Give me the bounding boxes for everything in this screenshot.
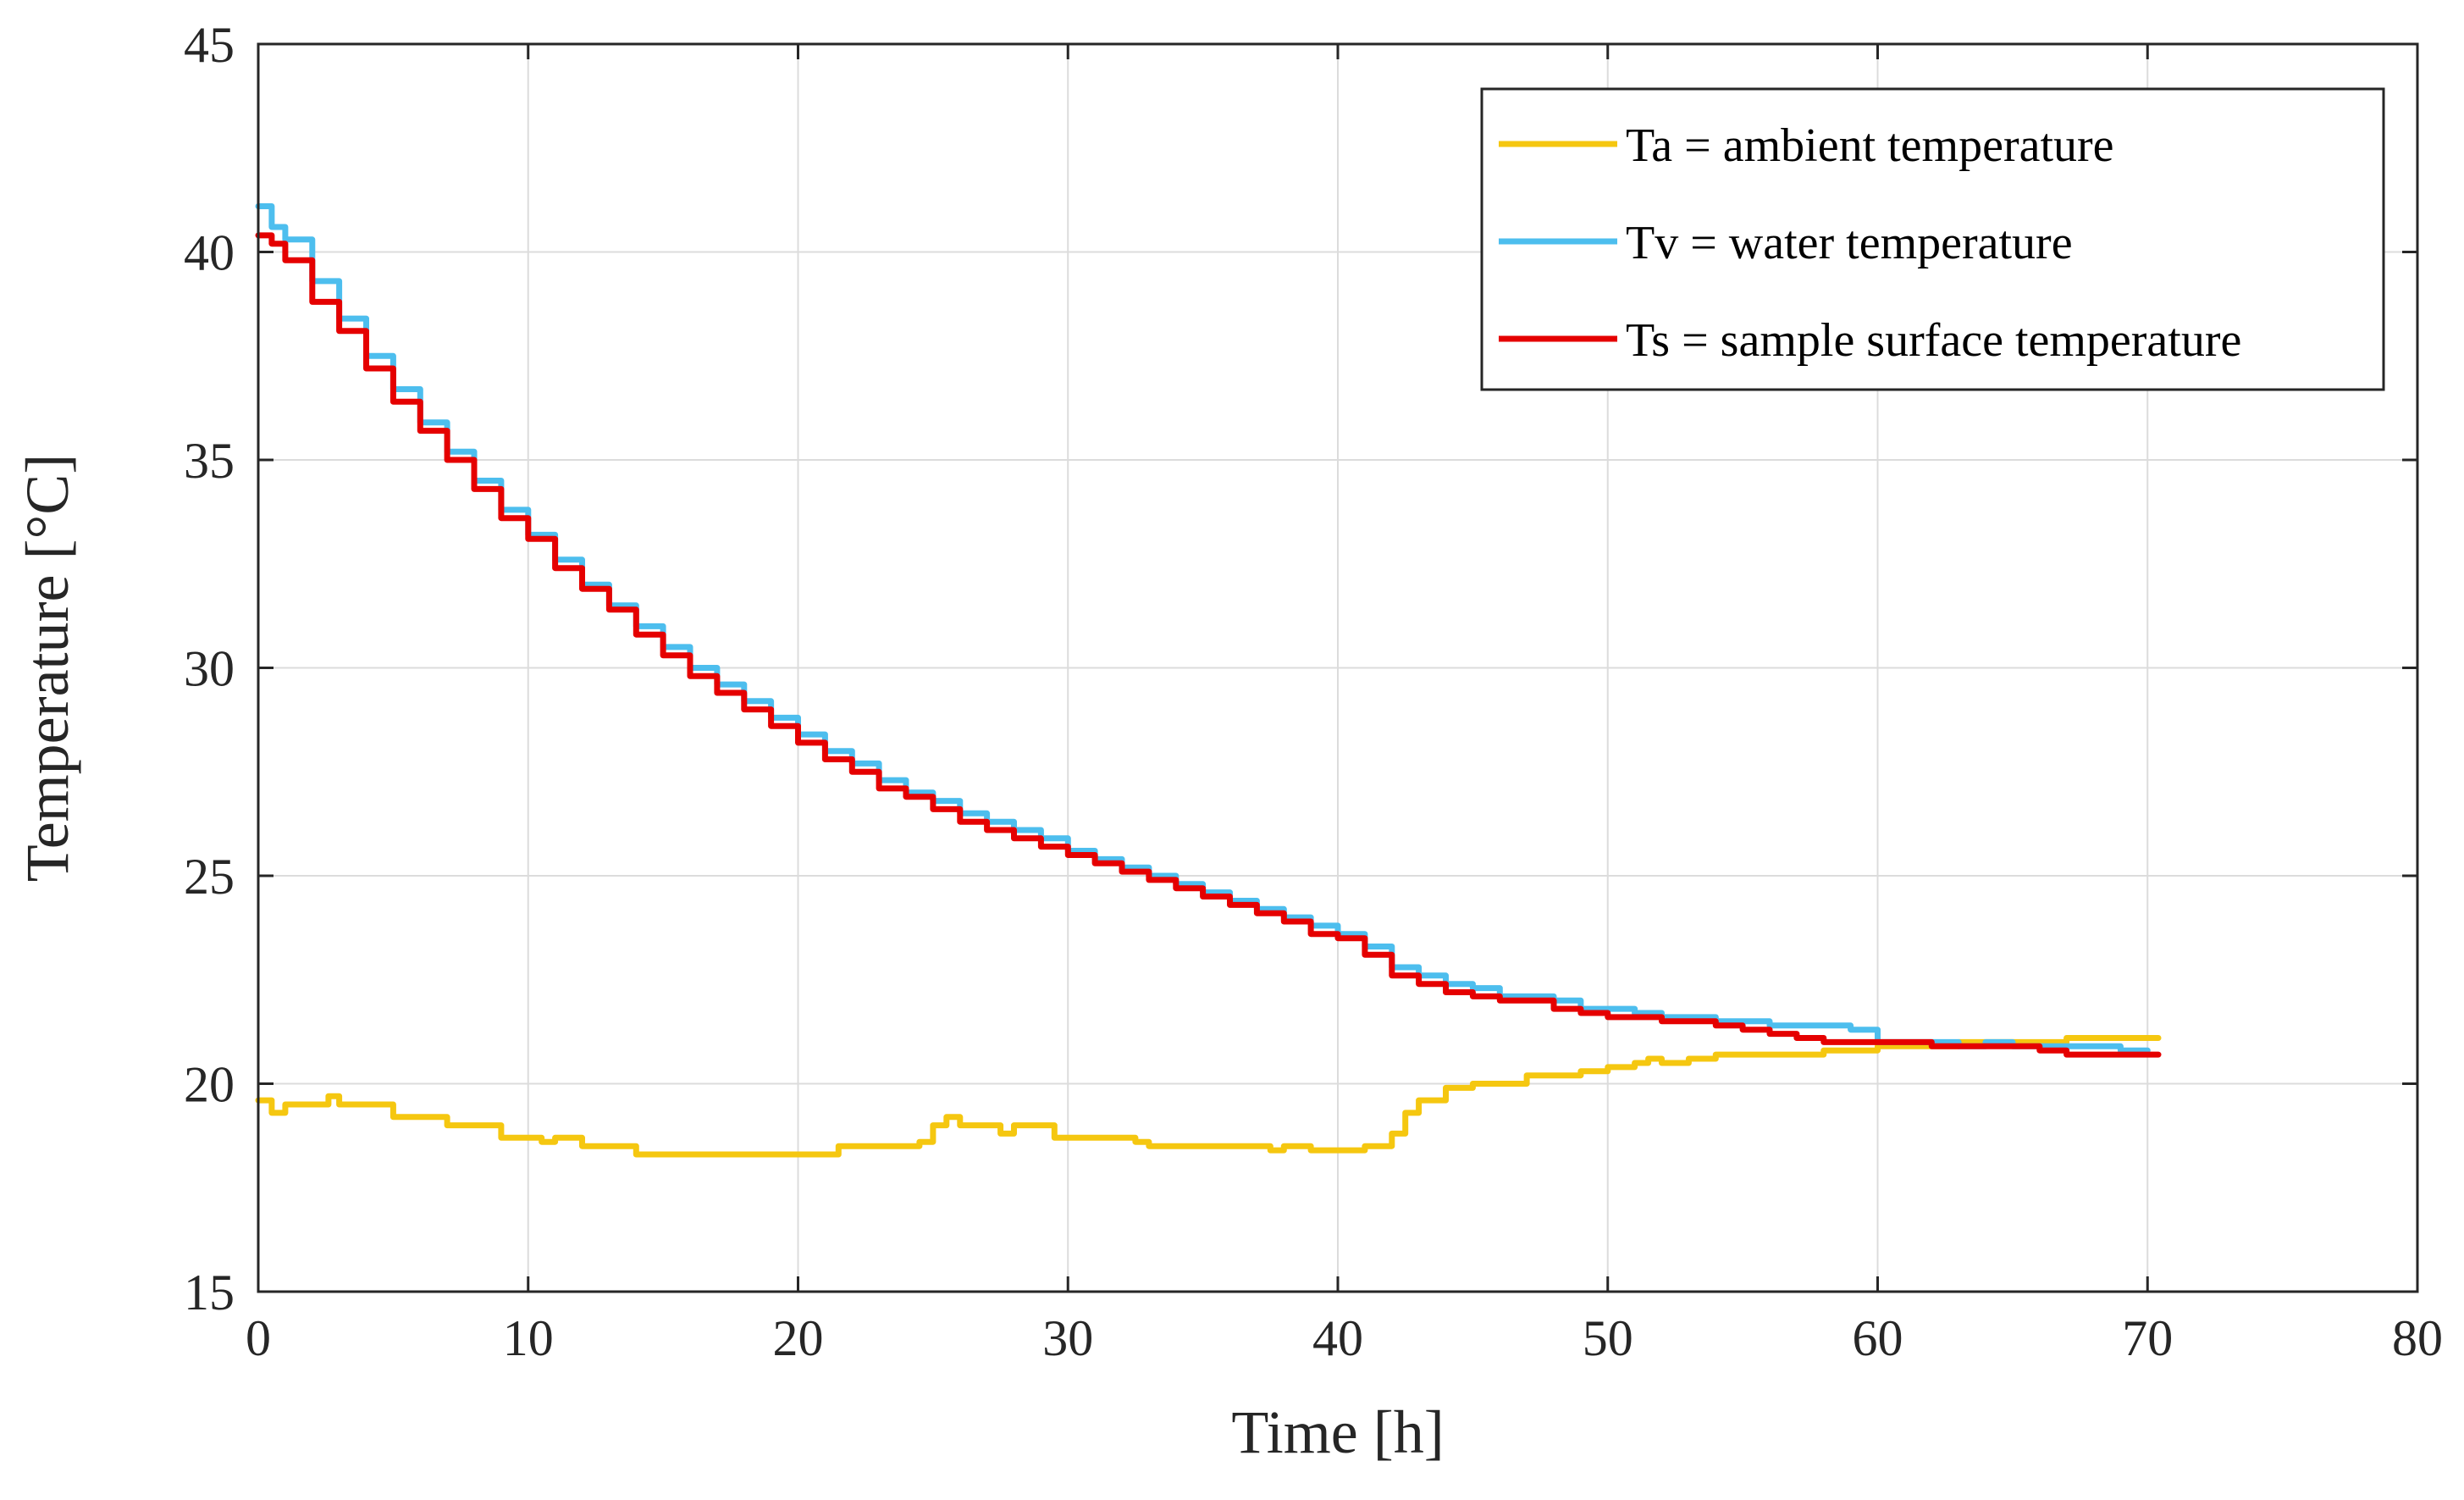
legend-box xyxy=(1480,87,2385,391)
legend-label: Ts = sample surface temperature xyxy=(1626,314,2241,367)
x-tick-label: 70 xyxy=(2122,1310,2173,1366)
legend-label: Ta = ambient temperature xyxy=(1626,119,2114,172)
x-tick-label: 40 xyxy=(1312,1310,1363,1366)
x-tick-label: 80 xyxy=(2392,1310,2443,1366)
series-line-2 xyxy=(255,232,2162,1058)
x-tick-label: 30 xyxy=(1042,1310,1093,1366)
x-tick-label: 0 xyxy=(246,1310,271,1366)
y-tick-label: 35 xyxy=(184,433,235,489)
x-axis-label: Time [h] xyxy=(1231,1398,1444,1466)
y-tick-label: 30 xyxy=(184,641,235,697)
x-tick-label: 20 xyxy=(773,1310,824,1366)
legend-label: Tv = water temperature xyxy=(1626,217,2073,269)
y-tick-label: 40 xyxy=(184,225,235,281)
axis-ticks: 0 10 20 30 40 50 60 70 80 15 20 25 30 35 40 45 xyxy=(184,17,2443,1366)
x-tick-label: 50 xyxy=(1583,1310,1633,1366)
series-line-0 xyxy=(255,1035,2162,1158)
x-tick-label: 10 xyxy=(503,1310,554,1366)
legend: Ta = ambient temperature Tv = water tempe… xyxy=(1480,87,2385,391)
y-axis-label: Temperature [°C] xyxy=(14,454,81,883)
y-tick-label: 15 xyxy=(184,1265,235,1320)
y-tick-label: 25 xyxy=(184,849,235,905)
y-tick-label: 45 xyxy=(184,17,235,73)
x-tick-label: 60 xyxy=(1853,1310,1903,1366)
series-lines xyxy=(255,203,2162,1158)
y-tick-label: 20 xyxy=(184,1057,235,1113)
